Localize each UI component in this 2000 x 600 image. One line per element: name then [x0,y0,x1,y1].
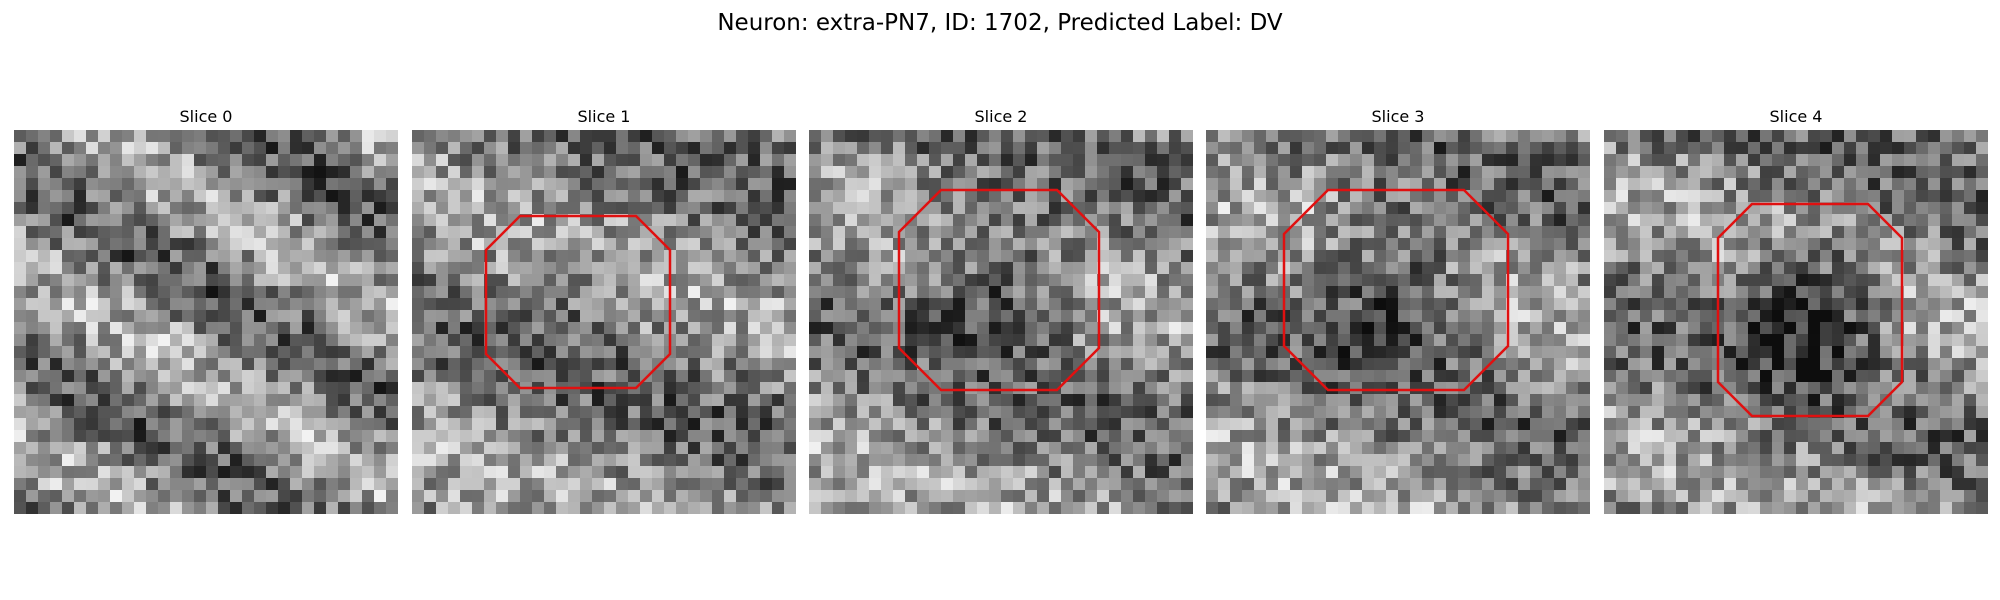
slice-panel-2: Slice 2 [809,106,1193,514]
slice-panel-4: Slice 4 [1604,106,1988,514]
slice-image-2 [809,130,1193,514]
slice-image-0 [14,130,398,514]
slice-title-2: Slice 2 [974,107,1028,126]
slice-panel-3: Slice 3 [1206,106,1590,514]
segmentation-contour [1282,188,1510,392]
segmentation-contour [1716,202,1904,418]
pixel-texture [412,130,796,514]
slice-panel-1: Slice 1 [412,106,796,514]
pixel-texture [14,130,398,514]
slice-title-0: Slice 0 [179,107,233,126]
figure-title: Neuron: extra-PN7, ID: 1702, Predicted L… [717,10,1283,36]
slice-panel-0: Slice 0 [14,106,398,514]
slice-title-4: Slice 4 [1769,107,1823,126]
slice-image-1 [412,130,796,514]
segmentation-contour [484,214,672,390]
slice-image-4 [1604,130,1988,514]
slice-title-3: Slice 3 [1371,107,1425,126]
pixel-texture [1604,130,1988,514]
slice-image-3 [1206,130,1590,514]
pixel-texture [809,130,1193,514]
segmentation-contour [897,188,1101,392]
slice-title-1: Slice 1 [577,107,631,126]
pixel-texture [1206,130,1590,514]
